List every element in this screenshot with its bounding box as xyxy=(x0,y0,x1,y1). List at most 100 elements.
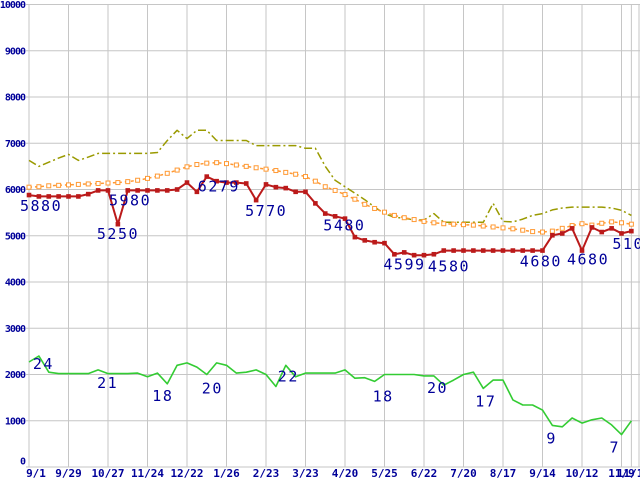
red-line-marker xyxy=(145,188,150,193)
orange-dotted-line-marker xyxy=(609,219,615,225)
data-label: 24 xyxy=(33,355,54,373)
red-line-marker xyxy=(431,251,437,257)
orange-dotted-line-marker xyxy=(372,205,378,211)
orange-dotted-line-marker xyxy=(342,192,348,198)
orange-dotted-line-marker xyxy=(194,162,200,168)
red-line-marker xyxy=(155,188,160,193)
orange-dotted-line-marker xyxy=(303,174,308,180)
x-tick-label: 1/26 xyxy=(213,467,240,480)
data-label: 5250 xyxy=(97,225,139,243)
orange-dotted-line-marker xyxy=(263,166,269,172)
orange-dotted-line-marker xyxy=(115,180,121,186)
red-line-marker xyxy=(401,250,407,255)
orange-dotted-line-marker xyxy=(500,225,506,231)
orange-dotted-line-marker xyxy=(549,228,555,234)
data-labels: 5880 5980 5250 6279 5770 5480 4599 4580 4680 4680… xyxy=(20,178,640,457)
orange-dotted-line-marker xyxy=(85,181,91,187)
red-line-marker xyxy=(56,194,61,199)
data-label: 20 xyxy=(427,379,448,397)
y-tick-label: 0 xyxy=(20,457,26,468)
orange-dotted-line xyxy=(28,161,632,233)
orange-dotted-line-marker xyxy=(204,160,210,166)
x-tick-label: 11/9 xyxy=(608,467,635,480)
red-line-marker xyxy=(500,248,506,253)
orange-dotted-line-marker xyxy=(579,221,585,227)
orange-dotted-line-marker xyxy=(461,222,466,228)
data-label: 22 xyxy=(278,367,299,385)
orange-dotted-line-marker xyxy=(480,223,486,229)
red-line-marker xyxy=(550,232,555,238)
orange-dotted-line-marker xyxy=(391,212,397,218)
orange-dotted-line-marker xyxy=(441,221,447,227)
red-line-marker xyxy=(263,182,269,187)
red-line-marker xyxy=(471,248,476,253)
orange-dotted-line-marker xyxy=(105,180,111,186)
x-tick-label: 10/27 xyxy=(91,467,124,480)
data-label: 18 xyxy=(373,387,394,405)
red-line-marker xyxy=(105,188,111,193)
red-line-marker xyxy=(599,229,605,235)
x-tick-label: 11/24 xyxy=(131,467,164,480)
orange-dotted-line-marker xyxy=(312,178,318,184)
data-label: 4599 xyxy=(383,255,425,273)
x-tick-label: 2/23 xyxy=(253,467,280,480)
orange-dotted-line-marker xyxy=(401,215,407,221)
orange-dotted-line-marker xyxy=(431,220,437,226)
orange-dotted-line-marker xyxy=(352,196,358,202)
red-line-marker xyxy=(382,240,387,246)
red-line-marker xyxy=(362,238,368,243)
orange-dotted-line-marker xyxy=(322,184,328,190)
data-label: 5100 xyxy=(612,235,640,253)
x-tick-label: 9/29 xyxy=(55,467,82,480)
red-line-marker xyxy=(540,248,545,253)
y-tick-label: 10000 xyxy=(0,0,26,11)
orange-dotted-line-marker xyxy=(362,201,368,207)
y-tick-label: 5000 xyxy=(5,231,26,242)
x-tick-label: 9/1 xyxy=(26,467,46,480)
red-line-marker xyxy=(411,252,417,258)
red-line-marker xyxy=(579,248,585,253)
data-label: 5880 xyxy=(20,197,62,215)
data-label: 7 xyxy=(610,439,621,457)
red-line-marker xyxy=(66,194,71,199)
orange-dotted-line-marker xyxy=(599,220,605,226)
orange-dotted-line-marker xyxy=(540,229,545,235)
orange-dotted-line-marker xyxy=(293,171,299,177)
data-label: 9 xyxy=(546,429,557,447)
orange-dotted-line-marker xyxy=(628,221,634,227)
red-line-marker xyxy=(559,231,565,236)
orange-dotted-line-marker xyxy=(154,173,160,179)
orange-dotted-line-marker xyxy=(490,224,496,230)
red-line-marker xyxy=(372,239,377,245)
red-line-marker xyxy=(441,248,447,253)
red-line-marker xyxy=(125,188,131,193)
data-label: 17 xyxy=(475,392,496,410)
orange-dotted-line-marker xyxy=(125,179,131,185)
data-label: 5980 xyxy=(109,191,151,209)
data-label: 4580 xyxy=(428,257,470,275)
orange-dotted-line-marker xyxy=(451,221,457,227)
red-line-marker xyxy=(510,248,516,253)
orange-dotted-line-marker xyxy=(470,222,476,228)
red-line-marker xyxy=(461,248,466,253)
data-label: 18 xyxy=(152,387,173,405)
red-line-marker xyxy=(589,225,595,230)
red-line-marker xyxy=(204,174,210,179)
red-line-marker xyxy=(451,248,456,253)
red-line-marker xyxy=(303,189,308,195)
red-line-marker xyxy=(194,189,200,195)
x-tick-label: 10/12 xyxy=(565,467,598,480)
red-line-marker xyxy=(629,228,634,234)
green-line xyxy=(28,355,633,436)
data-label: 4680 xyxy=(567,251,609,269)
red-line-marker xyxy=(253,197,259,203)
orange-dotted-line-marker xyxy=(184,164,190,170)
x-tick-label: 8/17 xyxy=(490,467,517,480)
data-label: 21 xyxy=(97,374,118,392)
orange-dotted-line-marker xyxy=(66,182,71,188)
red-line-marker xyxy=(85,191,91,197)
red-line-marker xyxy=(26,192,32,198)
orange-dotted-line-marker xyxy=(382,209,387,215)
